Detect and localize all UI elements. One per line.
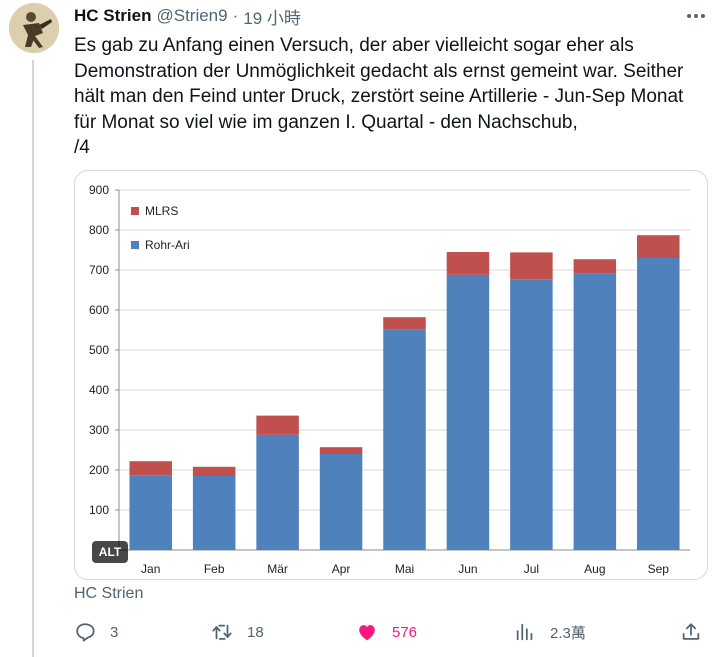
x-tick-label: Jun [458, 562, 477, 576]
views-button[interactable]: 2.3萬 [514, 620, 586, 644]
bar-mlrs-7 [573, 259, 617, 274]
display-name[interactable]: HC Strien [74, 6, 152, 25]
x-tick-label: Jul [524, 562, 539, 576]
reply-button[interactable]: 3 [74, 620, 118, 644]
retweet-icon [212, 624, 232, 640]
bar-rohr-ari-4 [383, 329, 426, 550]
bar-rohr-ari-2 [256, 434, 299, 550]
chart-legend: MLRS Rohr-Ari [131, 204, 190, 252]
bar-rohr-ari-8 [637, 258, 680, 550]
x-tick-label: Sep [648, 562, 670, 576]
legend-label: MLRS [145, 204, 178, 218]
bar-rohr-ari-0 [129, 475, 172, 550]
bar-mlrs-5 [446, 252, 490, 275]
y-tick-label: 800 [89, 223, 109, 237]
image-attribution[interactable]: HC Strien [74, 585, 144, 602]
y-tick-label: 700 [89, 263, 109, 277]
action-bar: 3 18 576 2.3萬 [74, 620, 710, 644]
bar-rohr-ari-1 [192, 476, 236, 550]
bar-mlrs-6 [510, 252, 553, 280]
legend-label: Rohr-Ari [145, 238, 190, 252]
tweet-text: Es gab zu Anfang einen Versuch, der aber… [74, 35, 684, 158]
avatar-figure-icon [9, 3, 59, 53]
bar-mlrs-1 [192, 466, 236, 476]
separator-dot: · [232, 6, 239, 25]
user-handle[interactable]: @Strien9 [156, 6, 228, 25]
bar-mlrs-8 [637, 235, 680, 258]
chart-bars [129, 235, 680, 550]
bar-rohr-ari-7 [573, 273, 617, 550]
bar-rohr-ari-5 [446, 274, 490, 550]
view-count: 2.3萬 [550, 624, 586, 642]
bar-mlrs-0 [129, 461, 172, 476]
y-tick-label: 500 [89, 343, 109, 357]
y-tick-label: 400 [89, 383, 109, 397]
bar-rohr-ari-3 [319, 454, 363, 550]
stacked-bar-chart: 100 200 300 400 500 600 700 800 900 Jan Feb Mär Apr… [89, 183, 690, 576]
x-tick-label: Mai [395, 562, 414, 576]
x-tick-label: Apr [332, 562, 351, 576]
alt-badge[interactable]: ALT [92, 541, 128, 563]
views-icon [516, 623, 533, 641]
x-tick-label: Mär [267, 562, 288, 576]
avatar[interactable] [9, 3, 59, 53]
y-tick-label: 200 [89, 463, 109, 477]
share-icon [682, 623, 700, 640]
y-tick-label: 300 [89, 423, 109, 437]
bar-mlrs-3 [319, 447, 363, 454]
more-icon[interactable] [684, 4, 708, 28]
x-tick-label: Feb [204, 562, 225, 576]
thread-line [32, 60, 34, 657]
like-icon [359, 625, 375, 641]
like-button[interactable]: 576 [356, 620, 417, 644]
bar-mlrs-4 [383, 317, 426, 330]
tweet-time[interactable]: 19 小時 [243, 8, 301, 28]
tweet-image[interactable]: 100 200 300 400 500 600 700 800 900 Jan Feb Mär Apr… [74, 170, 708, 580]
y-axis-ticks: 100 200 300 400 500 600 700 800 900 [89, 183, 119, 517]
retweet-button[interactable]: 18 [211, 620, 264, 644]
legend-swatch [131, 207, 139, 215]
legend-swatch [131, 241, 139, 249]
x-tick-label: Aug [584, 562, 605, 576]
tweet-header: HC Strien @Strien9 · 19 小時 [74, 4, 301, 28]
x-axis-ticks: Jan Feb Mär Apr Mai Jun Jul Aug Sep [141, 562, 669, 576]
bar-mlrs-2 [256, 415, 299, 435]
y-tick-label: 600 [89, 303, 109, 317]
x-tick-label: Jan [141, 562, 160, 576]
y-tick-label: 100 [89, 503, 109, 517]
like-count: 576 [392, 623, 418, 641]
y-tick-label: 900 [89, 183, 109, 197]
share-button[interactable] [680, 620, 702, 644]
reply-icon [76, 623, 95, 642]
reply-count: 3 [110, 623, 119, 641]
bar-rohr-ari-6 [510, 279, 553, 550]
retweet-count: 18 [247, 623, 264, 641]
